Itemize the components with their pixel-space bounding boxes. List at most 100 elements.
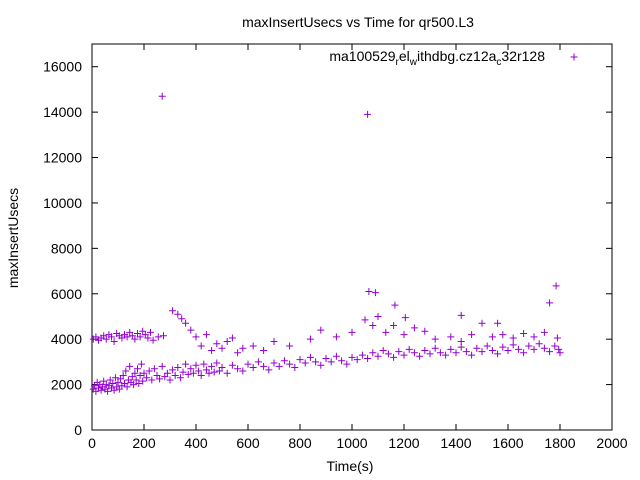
data-point — [401, 314, 409, 322]
data-point — [192, 333, 200, 341]
data-point — [473, 344, 481, 352]
data-point — [494, 319, 502, 327]
data-point — [139, 377, 147, 385]
data-point — [462, 348, 470, 356]
data-point — [540, 328, 548, 336]
data-point — [286, 360, 294, 368]
data-point — [395, 348, 403, 356]
data-point — [134, 365, 141, 373]
data-point — [228, 361, 236, 369]
x-tick-label: 1400 — [440, 435, 471, 451]
data-point — [530, 333, 538, 341]
data-point — [148, 376, 156, 384]
data-point — [136, 333, 144, 341]
data-point — [208, 362, 216, 370]
data-point — [348, 353, 356, 361]
data-point — [197, 342, 205, 350]
data-point — [163, 369, 171, 377]
data-point — [174, 310, 182, 318]
data-point — [400, 331, 408, 339]
x-tick-label: 1200 — [388, 435, 419, 451]
data-point — [546, 299, 554, 307]
data-point — [123, 383, 131, 391]
data-point — [520, 349, 528, 357]
x-tick-label: 800 — [288, 435, 312, 451]
data-point — [210, 368, 218, 376]
data-point — [546, 348, 554, 356]
data-point — [390, 353, 398, 361]
data-point — [457, 337, 465, 345]
data-point — [119, 372, 127, 380]
data-point — [504, 347, 512, 355]
data-point — [361, 316, 369, 324]
data-point — [174, 364, 182, 372]
data-point — [280, 357, 288, 365]
data-point — [426, 350, 434, 358]
data-point — [416, 352, 424, 360]
data-point — [136, 372, 144, 380]
data-point — [353, 356, 361, 364]
data-point — [182, 319, 190, 327]
x-tick-label: 2000 — [596, 435, 627, 451]
data-point — [102, 335, 110, 343]
data-point — [552, 282, 560, 290]
data-point — [140, 369, 148, 377]
data-point — [478, 319, 486, 327]
data-point — [327, 358, 335, 366]
data-point — [306, 335, 314, 343]
data-point — [478, 348, 486, 356]
data-point — [509, 341, 517, 349]
x-axis-ticks: 0 200 400 600 800 1000 1200 1400 1600 1800 2000 — [88, 44, 628, 451]
data-point — [249, 342, 257, 350]
data-point — [171, 372, 179, 380]
y-tick-label: 10000 — [43, 195, 82, 211]
data-point — [436, 349, 444, 357]
data-point — [135, 379, 143, 387]
data-point — [551, 342, 559, 350]
data-point — [499, 331, 507, 339]
data-point — [160, 332, 167, 340]
data-point — [442, 351, 450, 359]
data-point — [218, 364, 226, 372]
data-point — [176, 374, 184, 382]
data-point — [244, 360, 252, 368]
data-point — [410, 324, 418, 332]
data-point — [131, 335, 139, 343]
data-point — [374, 312, 382, 320]
data-point — [195, 367, 203, 375]
data-point — [218, 344, 226, 352]
data-point — [270, 337, 278, 345]
data-point — [286, 342, 294, 350]
data-point — [447, 333, 455, 341]
data-point — [131, 369, 139, 377]
x-tick-label: 1800 — [544, 435, 575, 451]
data-point — [137, 360, 145, 368]
legend-tail: 32r128 — [501, 48, 545, 64]
legend: ma100529relwithdbg.cz12ac32r128 — [329, 48, 578, 68]
data-point — [365, 287, 373, 295]
x-tick-label: 1000 — [336, 435, 367, 451]
data-point — [312, 358, 320, 366]
data-point — [343, 360, 351, 368]
y-tick-label: 2000 — [51, 377, 82, 393]
data-point — [525, 342, 533, 350]
data-point — [291, 364, 299, 372]
data-point — [202, 331, 210, 339]
data-point — [364, 354, 372, 362]
data-point — [338, 357, 346, 365]
data-point — [514, 345, 522, 353]
x-tick-label: 0 — [88, 435, 96, 451]
data-point — [122, 367, 130, 375]
y-tick-label: 0 — [74, 422, 82, 438]
data-point — [384, 350, 392, 358]
x-axis-label: Time(s) — [327, 458, 374, 474]
data-point — [421, 327, 429, 335]
data-point — [182, 360, 190, 368]
data-point — [147, 328, 154, 336]
data-point — [296, 356, 304, 364]
data-point — [369, 349, 377, 357]
data-point — [130, 381, 138, 389]
data-point — [123, 333, 131, 341]
data-point — [184, 370, 192, 378]
y-tick-label: 8000 — [51, 240, 82, 256]
